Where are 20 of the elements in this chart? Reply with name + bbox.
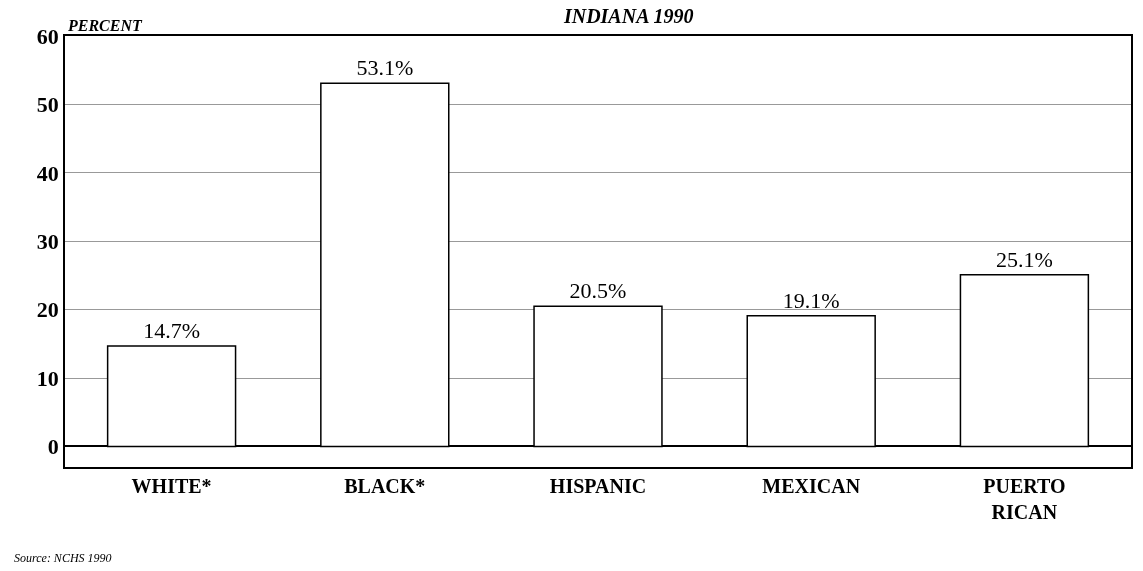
chart-title: INDIANA 1990 bbox=[562, 4, 694, 27]
data-label: 25.1% bbox=[995, 246, 1053, 272]
y-tick-label: 20 bbox=[36, 297, 59, 323]
data-label: 53.1% bbox=[356, 55, 414, 81]
y-axis-title: PERCENT bbox=[67, 17, 144, 34]
y-tick-label: 0 bbox=[47, 434, 59, 460]
y-tick-label: 30 bbox=[36, 228, 59, 254]
y-tick-label: 60 bbox=[36, 23, 59, 49]
y-tick-label: 40 bbox=[36, 160, 59, 186]
x-tick-label: BLACK* bbox=[344, 474, 426, 497]
x-tick-label: HISPANIC bbox=[549, 474, 647, 497]
data-label: 14.7% bbox=[143, 317, 201, 343]
x-tick-label: WHITE* bbox=[131, 474, 212, 497]
x-tick-label: MEXICAN bbox=[762, 474, 861, 497]
x-tick-label: PUERTO RICAN bbox=[983, 474, 1066, 523]
data-label: 19.1% bbox=[782, 287, 840, 313]
y-tick-label: 50 bbox=[36, 92, 59, 118]
source-note: Source: NCHS 1990 bbox=[14, 551, 112, 565]
y-tick-label: 10 bbox=[36, 365, 59, 391]
data-label: 20.5% bbox=[569, 278, 627, 304]
